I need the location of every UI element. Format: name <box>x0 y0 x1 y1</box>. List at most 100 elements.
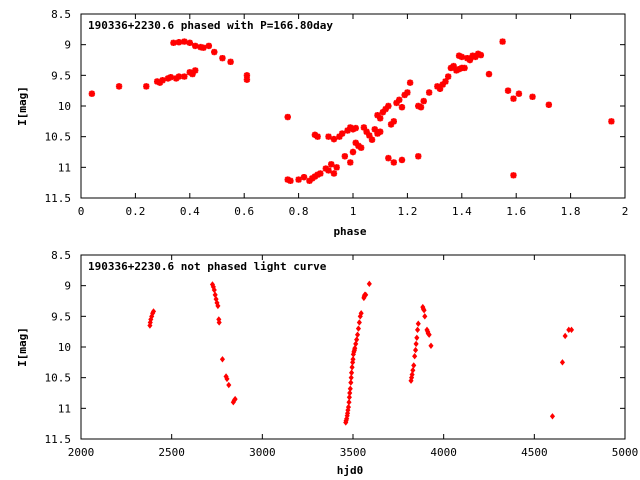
data-point <box>453 67 460 74</box>
data-point <box>186 39 193 47</box>
data-point <box>147 322 153 329</box>
x-tick-label: 0.8 <box>289 205 309 218</box>
data-point <box>317 170 324 177</box>
data-point <box>417 104 425 111</box>
data-point <box>474 50 482 58</box>
data-point <box>425 89 433 96</box>
data-point <box>352 139 359 146</box>
data-point <box>409 371 415 378</box>
data-point <box>175 39 183 46</box>
data-point <box>333 164 340 171</box>
data-point <box>211 48 218 56</box>
x-tick-label: 0.4 <box>180 205 200 218</box>
data-point <box>167 73 174 81</box>
axis-ticks: 2000 2500 3000 3500 4000 4500 5000 8.5 9 9.5 10 10.… <box>45 249 639 459</box>
data-point <box>363 291 369 299</box>
data-point <box>442 78 449 85</box>
data-point <box>347 385 353 392</box>
data-point <box>414 326 421 334</box>
data-point <box>350 356 356 363</box>
data-point <box>401 91 408 99</box>
y-tick-label: 10.5 <box>45 372 72 385</box>
data-point <box>382 105 389 113</box>
data-point <box>398 156 406 164</box>
x-tick-label: 2 <box>622 205 629 218</box>
data-point <box>347 389 353 397</box>
y-tick-label: 11 <box>58 402 71 415</box>
data-point <box>192 42 199 50</box>
data-point <box>499 38 506 45</box>
data-point <box>461 64 468 72</box>
data-point <box>356 319 362 326</box>
data-point <box>287 177 294 185</box>
data-point <box>436 85 444 93</box>
x-tick-label: 2500 <box>158 446 185 459</box>
data-point <box>211 286 217 294</box>
data-point <box>458 53 465 61</box>
data-point <box>216 319 222 326</box>
data-point <box>559 359 566 366</box>
data-point <box>450 62 457 70</box>
data-point <box>346 394 352 401</box>
data-point <box>415 102 422 110</box>
data-point <box>159 77 166 84</box>
data-point <box>366 280 372 288</box>
data-point <box>355 325 362 332</box>
data-point <box>219 54 226 62</box>
x-tick-label: 3500 <box>340 446 367 459</box>
y-axis-label: I[mag] <box>16 86 29 126</box>
data-point <box>227 58 234 66</box>
data-point <box>115 83 123 90</box>
data-point <box>219 356 226 363</box>
x-axis-label: hjd0 <box>337 464 364 477</box>
data-points <box>147 280 575 426</box>
x-tick-label: 1.2 <box>397 205 417 218</box>
data-point <box>415 153 422 160</box>
data-point <box>345 403 352 411</box>
x-tick-label: 1.8 <box>561 205 581 218</box>
data-point <box>181 73 188 80</box>
data-point <box>175 73 183 80</box>
data-point <box>306 177 313 185</box>
data-point <box>412 352 418 360</box>
axis-ticks: 0 0.2 0.4 0.6 0.8 1 1.2 1.4 1.6 1.8 2 8.5 9 9.5 10 10.5… <box>45 8 629 218</box>
data-point <box>338 130 346 137</box>
data-point <box>477 51 485 59</box>
data-point <box>549 413 556 420</box>
data-point <box>420 97 427 105</box>
data-point <box>330 135 338 143</box>
data-point <box>354 336 360 343</box>
data-point <box>358 310 364 317</box>
data-point <box>349 364 355 371</box>
data-point <box>414 334 420 342</box>
data-point <box>510 95 517 102</box>
data-point <box>415 320 421 327</box>
data-point <box>410 367 416 374</box>
data-point <box>357 144 365 151</box>
data-point <box>445 73 452 80</box>
data-point <box>284 176 291 183</box>
data-point <box>353 340 359 348</box>
phased-light-curve-plot: 190336+2230.6 phased with P=166.80day ph… <box>16 8 628 238</box>
data-point <box>504 87 512 94</box>
data-point <box>224 375 230 383</box>
data-point <box>284 113 291 121</box>
plot-frame <box>80 13 626 199</box>
data-point <box>387 121 395 128</box>
data-point <box>390 118 397 125</box>
data-point <box>562 332 568 340</box>
data-point <box>314 171 321 178</box>
data-point <box>608 118 615 125</box>
data-point <box>348 379 354 386</box>
data-point <box>485 70 493 78</box>
data-point <box>336 133 343 140</box>
data-point <box>428 342 434 349</box>
data-point <box>366 132 373 139</box>
data-point <box>398 104 406 111</box>
data-point <box>325 167 332 174</box>
data-point <box>371 126 378 133</box>
data-point <box>349 126 357 133</box>
data-point <box>469 52 476 59</box>
data-point <box>300 173 308 181</box>
